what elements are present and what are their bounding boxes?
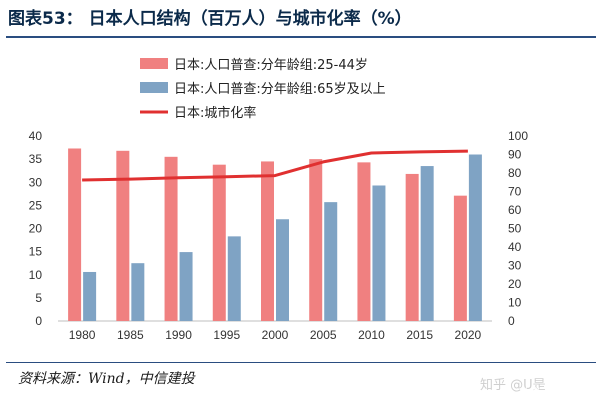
y-left-tick-label: 5 bbox=[35, 291, 42, 305]
chart: 日本:人口普查:分年龄组:25-44岁日本:人口普查:分年龄组:65岁及以上日本… bbox=[29, 58, 528, 342]
x-tick-label: 1985 bbox=[117, 328, 144, 342]
source-note: 资料来源：Wind，中信建投 bbox=[18, 371, 195, 387]
y-right-tick-label: 30 bbox=[508, 259, 522, 273]
y-left-tick-label: 40 bbox=[29, 129, 43, 143]
legend-label: 日本:人口普查:分年龄组:65岁及以上 bbox=[174, 82, 386, 97]
bar-age-65-plus bbox=[276, 219, 289, 321]
y-right-tick-label: 10 bbox=[508, 296, 522, 310]
watermark: 知乎 @U是 bbox=[480, 378, 546, 393]
y-right-tick-label: 80 bbox=[508, 166, 522, 180]
bar-age-25-44 bbox=[261, 161, 274, 321]
bar-age-65-plus bbox=[227, 236, 241, 321]
bar-age-25-44 bbox=[405, 173, 419, 321]
bar-age-65-plus bbox=[131, 263, 145, 321]
bar-age-65-plus bbox=[83, 271, 97, 321]
title-divider bbox=[6, 36, 596, 38]
y-right-tick-label: 90 bbox=[508, 148, 522, 162]
bar-age-25-44 bbox=[212, 164, 226, 321]
bar-age-65-plus bbox=[468, 154, 482, 321]
y-right-tick-label: 70 bbox=[508, 185, 522, 199]
legend-label: 日本:人口普查:分年龄组:25-44岁 bbox=[174, 58, 368, 73]
bar-age-25-44 bbox=[453, 195, 467, 321]
y-left-tick-label: 0 bbox=[35, 314, 42, 328]
bar-age-65-plus bbox=[179, 252, 193, 321]
y-left-tick-label: 20 bbox=[29, 222, 43, 236]
x-tick-label: 2020 bbox=[455, 328, 482, 342]
y-left-tick-label: 25 bbox=[29, 198, 43, 212]
x-tick-label: 2010 bbox=[358, 328, 385, 342]
y-left-tick-label: 30 bbox=[29, 175, 43, 189]
y-left-tick-label: 35 bbox=[29, 152, 43, 166]
legend-swatch bbox=[140, 58, 168, 69]
y-right-tick-label: 50 bbox=[508, 222, 522, 236]
bar-age-25-44 bbox=[357, 162, 371, 321]
y-right-tick-label: 20 bbox=[508, 277, 522, 291]
y-right-tick-label: 0 bbox=[508, 314, 515, 328]
figure-title: 图表53： 日本人口结构（百万人）与城市化率（%） bbox=[8, 9, 412, 29]
bar-age-65-plus bbox=[372, 185, 386, 321]
y-right-tick-label: 40 bbox=[508, 240, 522, 254]
y-right-tick-label: 100 bbox=[508, 129, 528, 143]
source-divider bbox=[6, 362, 596, 363]
x-tick-label: 2015 bbox=[406, 328, 433, 342]
legend-swatch bbox=[140, 82, 168, 93]
bar-age-25-44 bbox=[309, 159, 323, 321]
bar-age-25-44 bbox=[164, 156, 178, 321]
x-tick-label: 1980 bbox=[69, 328, 96, 342]
bar-age-65-plus bbox=[420, 166, 434, 321]
bar-age-25-44 bbox=[116, 150, 130, 321]
watermark-tag: 头条 @U是 bbox=[520, 386, 576, 399]
y-left-tick-label: 10 bbox=[29, 268, 43, 282]
x-tick-label: 1995 bbox=[213, 328, 240, 342]
x-tick-label: 2005 bbox=[310, 328, 337, 342]
bar-age-65-plus bbox=[324, 202, 338, 321]
x-tick-label: 1990 bbox=[165, 328, 192, 342]
y-left-tick-label: 15 bbox=[29, 245, 43, 259]
y-right-tick-label: 60 bbox=[508, 203, 522, 217]
bar-age-25-44 bbox=[68, 148, 82, 321]
legend-label: 日本:城市化率 bbox=[174, 105, 256, 121]
x-tick-label: 2000 bbox=[262, 328, 289, 342]
